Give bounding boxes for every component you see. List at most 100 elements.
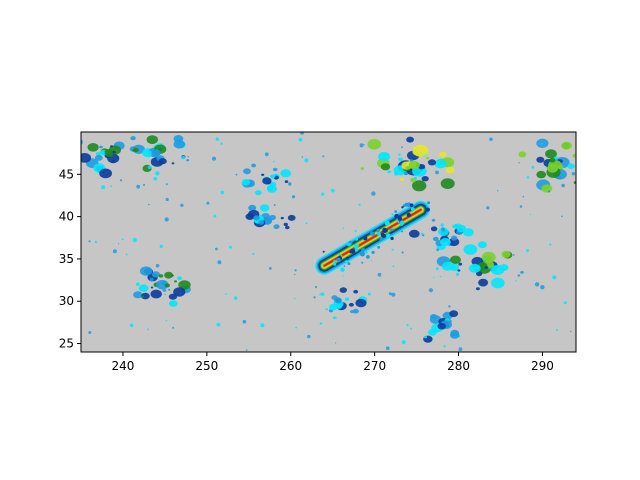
echo-cell xyxy=(406,136,414,143)
echo-cell xyxy=(270,174,276,179)
echo-speck xyxy=(549,243,552,246)
echo-speck xyxy=(367,292,371,296)
echo-speck xyxy=(136,282,140,287)
echo-cell xyxy=(581,172,589,178)
echo-speck xyxy=(402,204,406,208)
echo-speck xyxy=(393,226,395,228)
echo-cell xyxy=(420,232,424,235)
echo-speck xyxy=(443,345,446,348)
echo-speck xyxy=(391,248,394,251)
echo-cell xyxy=(266,185,277,193)
echo-cell xyxy=(132,149,136,152)
x-axis: 240 250 260 270 280 290 xyxy=(111,352,554,373)
echo-speck xyxy=(371,250,375,254)
echo-cell xyxy=(405,166,411,170)
echo-cell xyxy=(481,251,496,263)
echo-speck xyxy=(411,207,415,212)
echo-speck xyxy=(101,185,106,190)
echo-speck xyxy=(394,213,399,219)
echo-speck xyxy=(338,253,341,256)
echo-cell xyxy=(442,261,454,271)
echo-speck xyxy=(384,220,390,226)
echo-speck xyxy=(497,190,499,192)
echo-speck xyxy=(322,155,325,158)
echo-speck xyxy=(515,280,517,282)
echo-speck xyxy=(406,323,409,327)
echo-cell xyxy=(87,143,99,152)
echo-speck xyxy=(354,229,357,233)
echo-speck xyxy=(359,143,364,148)
echo-speck xyxy=(428,288,433,293)
echo-speck xyxy=(433,276,435,278)
echo-cell xyxy=(283,222,288,227)
echo-speck xyxy=(147,328,149,331)
echo-speck xyxy=(358,203,361,206)
echo-speck xyxy=(121,238,124,241)
echo-cell xyxy=(430,314,438,320)
echo-cell xyxy=(332,316,337,320)
echo-cell xyxy=(334,297,342,304)
echo-cell xyxy=(450,331,460,339)
echo-speck xyxy=(385,346,390,351)
echo-cell xyxy=(421,176,429,182)
echo-cell xyxy=(280,216,284,220)
echo-cell xyxy=(536,156,545,163)
echo-speck xyxy=(88,331,92,334)
echo-speck xyxy=(88,240,91,243)
echo-speck xyxy=(563,301,567,305)
echo-speck xyxy=(165,183,168,186)
echo-speck xyxy=(425,207,430,212)
echo-cell xyxy=(284,180,289,184)
echo-speck xyxy=(448,305,451,308)
echo-cell xyxy=(99,145,103,149)
echo-speck xyxy=(391,213,394,216)
echo-cell xyxy=(450,255,461,264)
echo-speck xyxy=(570,330,572,333)
echo-cell xyxy=(541,184,553,193)
echo-cell xyxy=(398,157,403,162)
echo-cell xyxy=(112,150,116,154)
echo-speck xyxy=(440,223,444,227)
echo-cell xyxy=(151,271,160,278)
echo-cell xyxy=(567,163,575,169)
echo-cell xyxy=(169,300,178,307)
echo-speck xyxy=(164,217,169,222)
echo-cell xyxy=(431,218,436,222)
echo-cell xyxy=(348,302,354,307)
echo-cell xyxy=(158,274,164,278)
echo-speck xyxy=(401,251,404,254)
echo-speck xyxy=(319,322,323,325)
echo-speck xyxy=(305,222,308,225)
echo-cell xyxy=(95,151,101,156)
echo-cell xyxy=(572,153,576,158)
echo-speck xyxy=(264,152,269,157)
echo-speck xyxy=(340,254,343,257)
echo-cell xyxy=(428,329,437,336)
echo-cell xyxy=(339,287,347,293)
echo-cell xyxy=(404,172,408,176)
echo-cell xyxy=(329,303,338,311)
echo-speck xyxy=(229,245,232,249)
echo-cell xyxy=(367,139,382,150)
echo-speck xyxy=(540,285,545,290)
echo-cell xyxy=(141,292,150,300)
echo-speck xyxy=(268,267,272,270)
precipitation-field xyxy=(81,132,589,352)
echo-speck xyxy=(384,228,388,233)
echo-cell xyxy=(476,271,483,277)
echo-speck xyxy=(155,263,160,268)
echo-speck xyxy=(381,233,386,238)
echo-cell xyxy=(426,156,430,160)
echo-speck xyxy=(220,190,225,195)
echo-speck xyxy=(357,244,360,247)
echo-cell xyxy=(439,151,447,158)
echo-cell xyxy=(261,173,265,176)
x-tick-label: 290 xyxy=(531,359,554,373)
echo-cell xyxy=(151,149,161,157)
echo-cell xyxy=(173,287,186,297)
echo-speck xyxy=(401,146,403,149)
echo-cell xyxy=(141,295,144,298)
echo-cell xyxy=(456,224,467,233)
echo-speck xyxy=(394,171,398,176)
echo-speck xyxy=(392,265,395,268)
